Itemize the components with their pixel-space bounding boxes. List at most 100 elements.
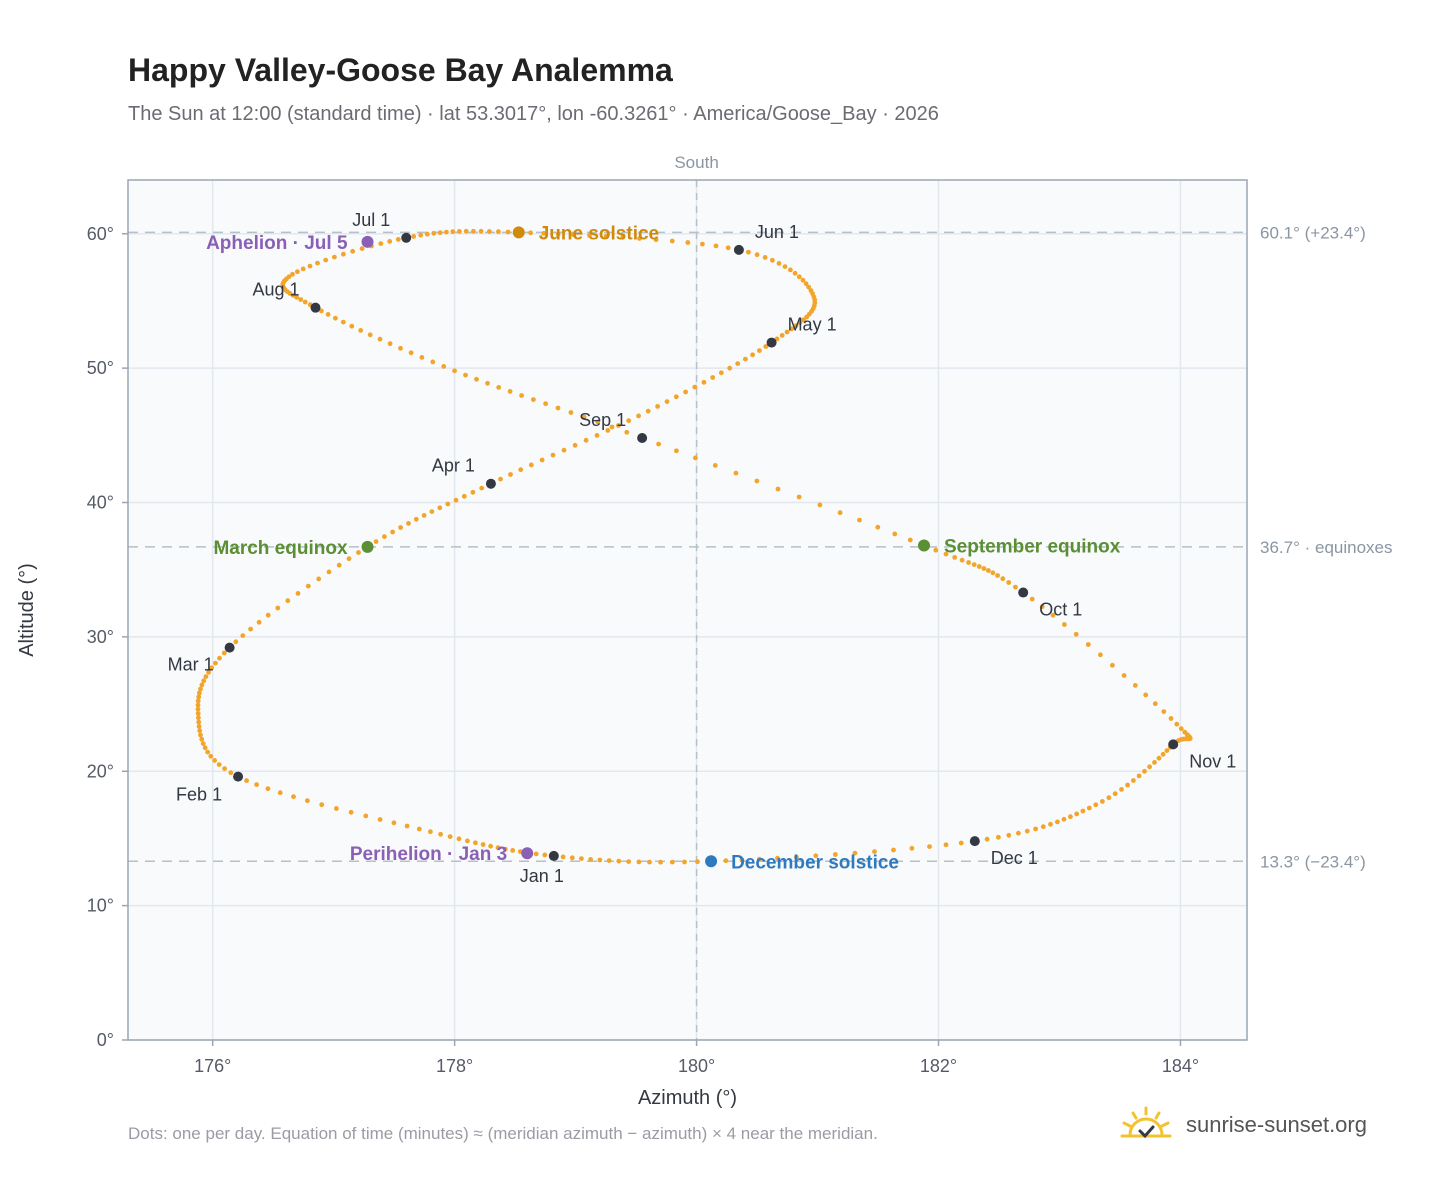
daily-sun-dot	[496, 385, 502, 390]
daily-sun-dot	[1085, 642, 1091, 647]
daily-sun-dot	[195, 711, 201, 716]
event-label: Perihelion · Jan 3	[350, 844, 507, 865]
month-marker	[969, 836, 980, 847]
daily-sun-dot	[572, 442, 578, 448]
daily-sun-dot	[588, 857, 593, 862]
daily-sun-dot	[966, 560, 971, 565]
month-marker	[1168, 739, 1179, 750]
x-tick-label: 178°	[436, 1056, 473, 1076]
daily-sun-dot	[606, 858, 612, 863]
daily-sun-dot	[502, 846, 508, 852]
daily-sun-dot	[418, 232, 424, 238]
daily-sun-dot	[800, 277, 806, 283]
daily-sun-dot	[616, 423, 621, 428]
daily-sun-dot	[1013, 584, 1018, 590]
daily-sun-dot	[461, 493, 467, 499]
brand[interactable]: sunrise-sunset.org	[1120, 1100, 1367, 1150]
daily-sun-dot	[891, 847, 896, 853]
x-tick-label: 180°	[678, 1056, 715, 1076]
month-marker	[401, 232, 412, 243]
daily-sun-dot	[1098, 652, 1103, 658]
daily-sun-dot	[290, 292, 296, 298]
daily-sun-dot	[196, 719, 202, 725]
x-tick-label: 176°	[194, 1056, 231, 1076]
daily-sun-dot	[710, 375, 716, 380]
daily-sun-dot	[806, 284, 812, 290]
daily-sun-dot	[265, 786, 271, 792]
daily-sun-dot	[367, 332, 373, 338]
daily-sun-dot	[555, 405, 561, 411]
daily-sun-dot	[244, 778, 250, 783]
daily-sun-dot	[305, 583, 311, 589]
daily-sun-dot	[196, 694, 202, 700]
daily-sun-dot	[995, 573, 1000, 578]
daily-sun-dot	[833, 852, 838, 857]
daily-sun-dot	[990, 570, 996, 576]
daily-sun-dot	[784, 329, 790, 335]
daily-sun-dot	[488, 843, 493, 849]
daily-sun-dot	[735, 361, 741, 366]
event-label: September equinox	[944, 537, 1121, 558]
daily-sun-dot	[803, 281, 809, 287]
daily-sun-dot	[391, 820, 397, 826]
event-marker	[918, 539, 931, 552]
daily-sun-dot	[757, 348, 762, 353]
daily-sun-dot	[852, 850, 858, 856]
daily-sun-dot	[275, 605, 281, 611]
daily-sun-dot	[1161, 709, 1167, 714]
daily-sun-dot	[196, 715, 201, 721]
daily-sun-dot	[496, 229, 501, 235]
daily-sun-dot	[555, 231, 561, 237]
daily-sun-dot	[543, 401, 548, 407]
event-label: Aphelion · Jul 5	[206, 233, 348, 254]
daily-sun-dot	[568, 410, 574, 415]
daily-sun-dot	[952, 555, 958, 560]
daily-sun-dot	[1125, 782, 1130, 788]
daily-sun-dot	[387, 239, 393, 244]
daily-sun-dot	[510, 848, 516, 853]
reference-lines: South 60.1° (+23.4°) 36.7° · equinoxes 13.3…	[128, 153, 1393, 1040]
daily-sun-dot	[307, 263, 313, 269]
daily-sun-dot	[277, 790, 283, 796]
daily-sun-dot	[754, 478, 760, 484]
daily-sun-dot	[302, 299, 308, 305]
event-label: March equinox	[213, 538, 348, 559]
daily-sun-dot	[750, 352, 755, 358]
y-tick-label: 50°	[87, 358, 114, 378]
chart-title: Happy Valley-Goose Bay Analemma	[128, 52, 673, 88]
month-label: Jun 1	[755, 222, 799, 242]
meridian-label: South	[674, 153, 718, 172]
daily-sun-dot	[480, 842, 486, 847]
daily-sun-dot	[796, 274, 802, 280]
daily-sun-dot	[202, 745, 208, 751]
daily-sun-dot	[465, 838, 470, 844]
brand-name[interactable]: sunrise-sunset.org	[1186, 1112, 1367, 1137]
daily-sun-dot	[583, 437, 589, 443]
daily-sun-dot	[447, 834, 453, 839]
daily-sun-dot	[358, 328, 364, 333]
daily-sun-dot	[813, 853, 819, 859]
daily-sun-dot	[326, 569, 332, 575]
daily-sun-dot	[471, 228, 476, 234]
month-label: Dec 1	[991, 848, 1038, 868]
y-axis-label: Altitude (°)	[16, 563, 38, 657]
daily-sun-dot	[195, 698, 201, 704]
month-marker	[310, 302, 321, 313]
daily-sun-dot	[636, 859, 642, 865]
daily-sun-dot	[797, 320, 803, 326]
month-marker	[485, 478, 496, 489]
daily-sun-dot	[1121, 673, 1127, 678]
daily-sun-dot	[445, 501, 451, 507]
daily-sun-dot	[300, 266, 306, 272]
daily-sun-dot	[605, 428, 611, 433]
daily-sun-dot	[1112, 791, 1118, 797]
daily-sun-dot	[413, 516, 419, 522]
daily-sun-dot	[683, 389, 688, 395]
footnote: Dots: one per day. Equation of time (min…	[128, 1124, 878, 1143]
daily-sun-dot	[319, 802, 325, 808]
axes: 176° 178° 180° 182° 184° 0° 10° 20° 30° 40° 50° 60°…	[16, 224, 1199, 1109]
daily-sun-dot	[470, 489, 476, 495]
month-marker	[1018, 587, 1029, 598]
month-label: Mar 1	[168, 655, 214, 675]
daily-sun-dot	[1050, 612, 1056, 618]
